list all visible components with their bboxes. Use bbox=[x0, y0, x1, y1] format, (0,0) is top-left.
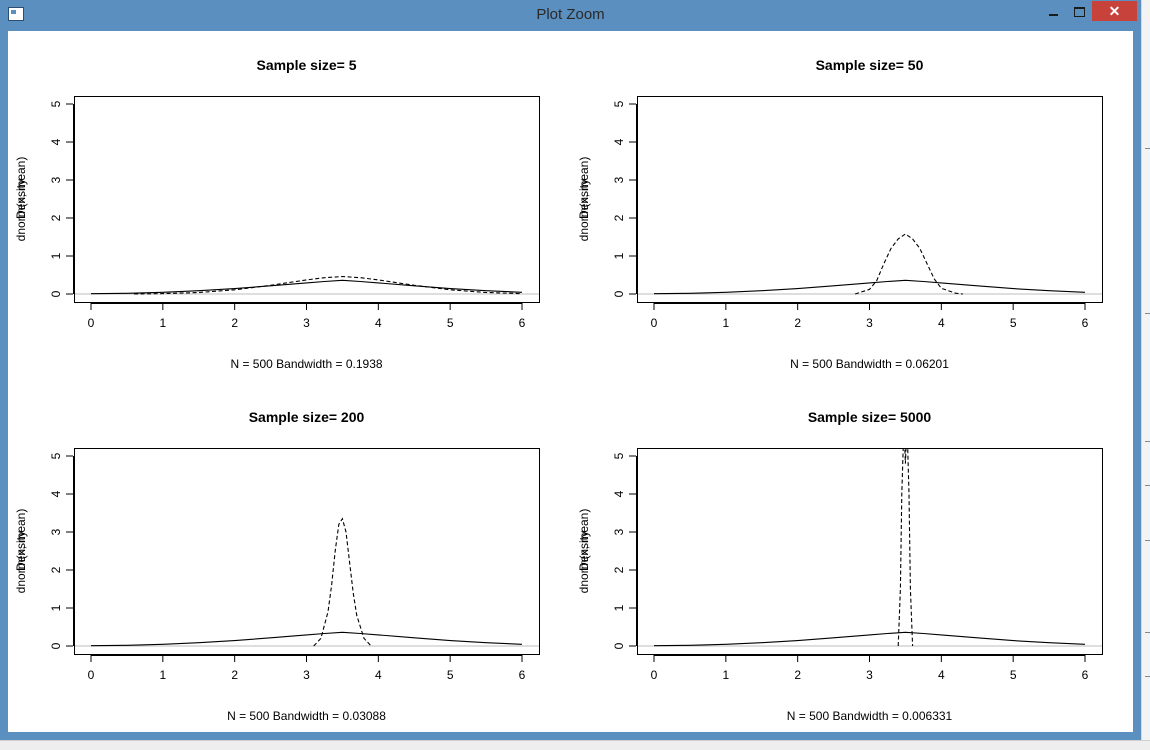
panel-1-y-axis-label-2: Density bbox=[14, 179, 28, 219]
panel-3-y-axis-label-2: Density bbox=[14, 531, 28, 571]
panel-2-y-axis-label-1: dnorm(x, mean) bbox=[577, 157, 591, 242]
panel-1-frame bbox=[74, 96, 540, 303]
panel-1-y-tick-label: 1 bbox=[49, 252, 63, 259]
panel-4-frame bbox=[637, 448, 1103, 655]
panel-4-x-tick-label: 6 bbox=[1082, 668, 1089, 682]
panel-4-y-tick-label: 2 bbox=[612, 566, 626, 573]
panel-3-x-tick-label: 0 bbox=[88, 668, 95, 682]
close-button[interactable]: ✕ bbox=[1092, 1, 1137, 21]
close-icon: ✕ bbox=[1108, 3, 1121, 19]
panel-3-x-tick-label: 2 bbox=[231, 668, 238, 682]
maximize-icon bbox=[1073, 6, 1085, 17]
title-bar[interactable]: Plot Zoom ✕ bbox=[0, 0, 1141, 31]
panel-1-y-axis-label-1: dnorm(x, mean) bbox=[14, 157, 28, 242]
panel-2-x-axis-label: N = 500 Bandwidth = 0.06201 bbox=[790, 357, 949, 371]
panel-1-y-tick-label: 3 bbox=[49, 176, 63, 183]
panel-4-dashed-density-line bbox=[897, 448, 914, 647]
panel-1-x-tick-label: 4 bbox=[375, 316, 382, 330]
minimize-button[interactable] bbox=[1040, 1, 1066, 21]
panel-2-x-tick-label: 4 bbox=[938, 316, 945, 330]
panel-3-solid-density-line bbox=[90, 631, 523, 647]
panel-1-y-tick-label: 5 bbox=[49, 100, 63, 107]
panel-2-y-tick-label: 4 bbox=[612, 138, 626, 145]
panel-2-solid-density-line bbox=[653, 279, 1086, 295]
panel-4-x-tick-label: 3 bbox=[866, 668, 873, 682]
panel-4-y-tick-label: 0 bbox=[612, 642, 626, 649]
panel-3-y-axis-label-1: dnorm(x, mean) bbox=[14, 509, 28, 594]
panel-1-x-tick-label: 5 bbox=[447, 316, 454, 330]
panel-3-y-tick-label: 5 bbox=[49, 452, 63, 459]
minimize-icon bbox=[1048, 13, 1058, 16]
panel-4-group: Sample size= 5000 0 1 2 3 4 5 6 N = 500 Bandwidt… bbox=[577, 409, 1103, 723]
panel-3-x-tick-label: 6 bbox=[519, 668, 526, 682]
panel-2-title: Sample size= 50 bbox=[816, 57, 924, 73]
panel-4-title: Sample size= 5000 bbox=[808, 409, 932, 425]
panel-3-x-axis-label: N = 500 Bandwidth = 0.03088 bbox=[227, 709, 386, 723]
panel-2-y-tick-label: 0 bbox=[612, 290, 626, 297]
panel-1-y-tick-label: 0 bbox=[49, 290, 63, 297]
panel-1-x-axis-label: N = 500 Bandwidth = 0.1938 bbox=[230, 357, 382, 371]
panel-2-x-tick-label: 1 bbox=[722, 316, 729, 330]
panel-3-x-tick-label: 4 bbox=[375, 668, 382, 682]
panel-3-x-tick-label: 3 bbox=[303, 668, 310, 682]
panel-2-x-tick-label: 5 bbox=[1010, 316, 1017, 330]
panel-2-y-tick-label: 5 bbox=[612, 100, 626, 107]
panel-3-y-tick-label: 2 bbox=[49, 566, 63, 573]
panel-3-y-tick-label: 0 bbox=[49, 642, 63, 649]
panel-2-x-tick-label: 6 bbox=[1082, 316, 1089, 330]
panel-4-x-tick-label: 5 bbox=[1010, 668, 1017, 682]
panel-2-y-axis-label-2: Density bbox=[577, 179, 591, 219]
app-window-icon[interactable] bbox=[8, 7, 24, 21]
panel-2-x-tick-label: 2 bbox=[794, 316, 801, 330]
panel-4-solid-density-line bbox=[653, 631, 1086, 647]
panel-4-x-tick-label: 2 bbox=[794, 668, 801, 682]
panel-4-x-axis-label: N = 500 Bandwidth = 0.006331 bbox=[787, 709, 953, 723]
panel-3-group: Sample size= 200 0 1 2 3 4 5 6 N = 500 Bandwidth… bbox=[14, 409, 540, 723]
panel-4-x-tick-label: 4 bbox=[938, 668, 945, 682]
panel-3-title: Sample size= 200 bbox=[249, 409, 365, 425]
panel-1-y-tick-label: 2 bbox=[49, 214, 63, 221]
panel-1-group: Sample size= 5 0 1 2 3 4 5 6 N = 500 Bandwidth =… bbox=[14, 57, 540, 371]
panel-1-y-tick-label: 4 bbox=[49, 138, 63, 145]
panel-4-y-tick-label: 4 bbox=[612, 490, 626, 497]
panel-1-title: Sample size= 5 bbox=[256, 57, 356, 73]
panel-2-x-tick-label: 3 bbox=[866, 316, 873, 330]
panel-3-y-tick-label: 4 bbox=[49, 490, 63, 497]
panel-4-y-tick-label: 1 bbox=[612, 604, 626, 611]
panel-4-y-tick-label: 5 bbox=[612, 452, 626, 459]
panel-2-frame bbox=[637, 96, 1103, 303]
panel-3-x-tick-label: 1 bbox=[159, 668, 166, 682]
maximize-button[interactable] bbox=[1066, 1, 1092, 21]
panel-2-x-tick-label: 0 bbox=[651, 316, 658, 330]
panel-3-x-tick-label: 5 bbox=[447, 668, 454, 682]
desktop-background-strip bbox=[1141, 0, 1150, 749]
panel-4-x-tick-label: 0 bbox=[651, 668, 658, 682]
panel-1-x-tick-label: 0 bbox=[88, 316, 95, 330]
panel-3-y-tick-label: 1 bbox=[49, 604, 63, 611]
density-plots-svg: Sample size= 50 1 2 3 4 5 6N = 500 Bandwidth =… bbox=[14, 57, 1103, 723]
panel-4-x-tick-label: 1 bbox=[722, 668, 729, 682]
panel-1-solid-density-line bbox=[90, 279, 523, 295]
desktop-bottom-strip bbox=[0, 740, 1150, 750]
panel-2-group: Sample size= 50 0 1 2 3 4 5 6 N = 500 Bandwidth … bbox=[577, 57, 1103, 371]
panel-2-y-tick-label: 3 bbox=[612, 176, 626, 183]
panel-2-y-tick-label: 1 bbox=[612, 252, 626, 259]
panel-4-y-axis-label-2: Density bbox=[577, 531, 591, 571]
panel-1-x-tick-label: 1 bbox=[159, 316, 166, 330]
panel-3-y-tick-label: 3 bbox=[49, 528, 63, 535]
panel-2-dashed-density-line bbox=[854, 233, 963, 295]
panel-4-y-axis-label-1: dnorm(x, mean) bbox=[577, 509, 591, 594]
window-title: Plot Zoom bbox=[536, 6, 605, 23]
panel-4-y-tick-label: 3 bbox=[612, 528, 626, 535]
panel-1-x-tick-label: 2 bbox=[231, 316, 238, 330]
panel-1-x-tick-label: 6 bbox=[519, 316, 526, 330]
panel-3-dashed-density-line bbox=[313, 517, 372, 647]
panel-3-frame bbox=[74, 448, 540, 655]
panel-2-y-tick-label: 2 bbox=[612, 214, 626, 221]
panel-1-x-tick-label: 3 bbox=[303, 316, 310, 330]
